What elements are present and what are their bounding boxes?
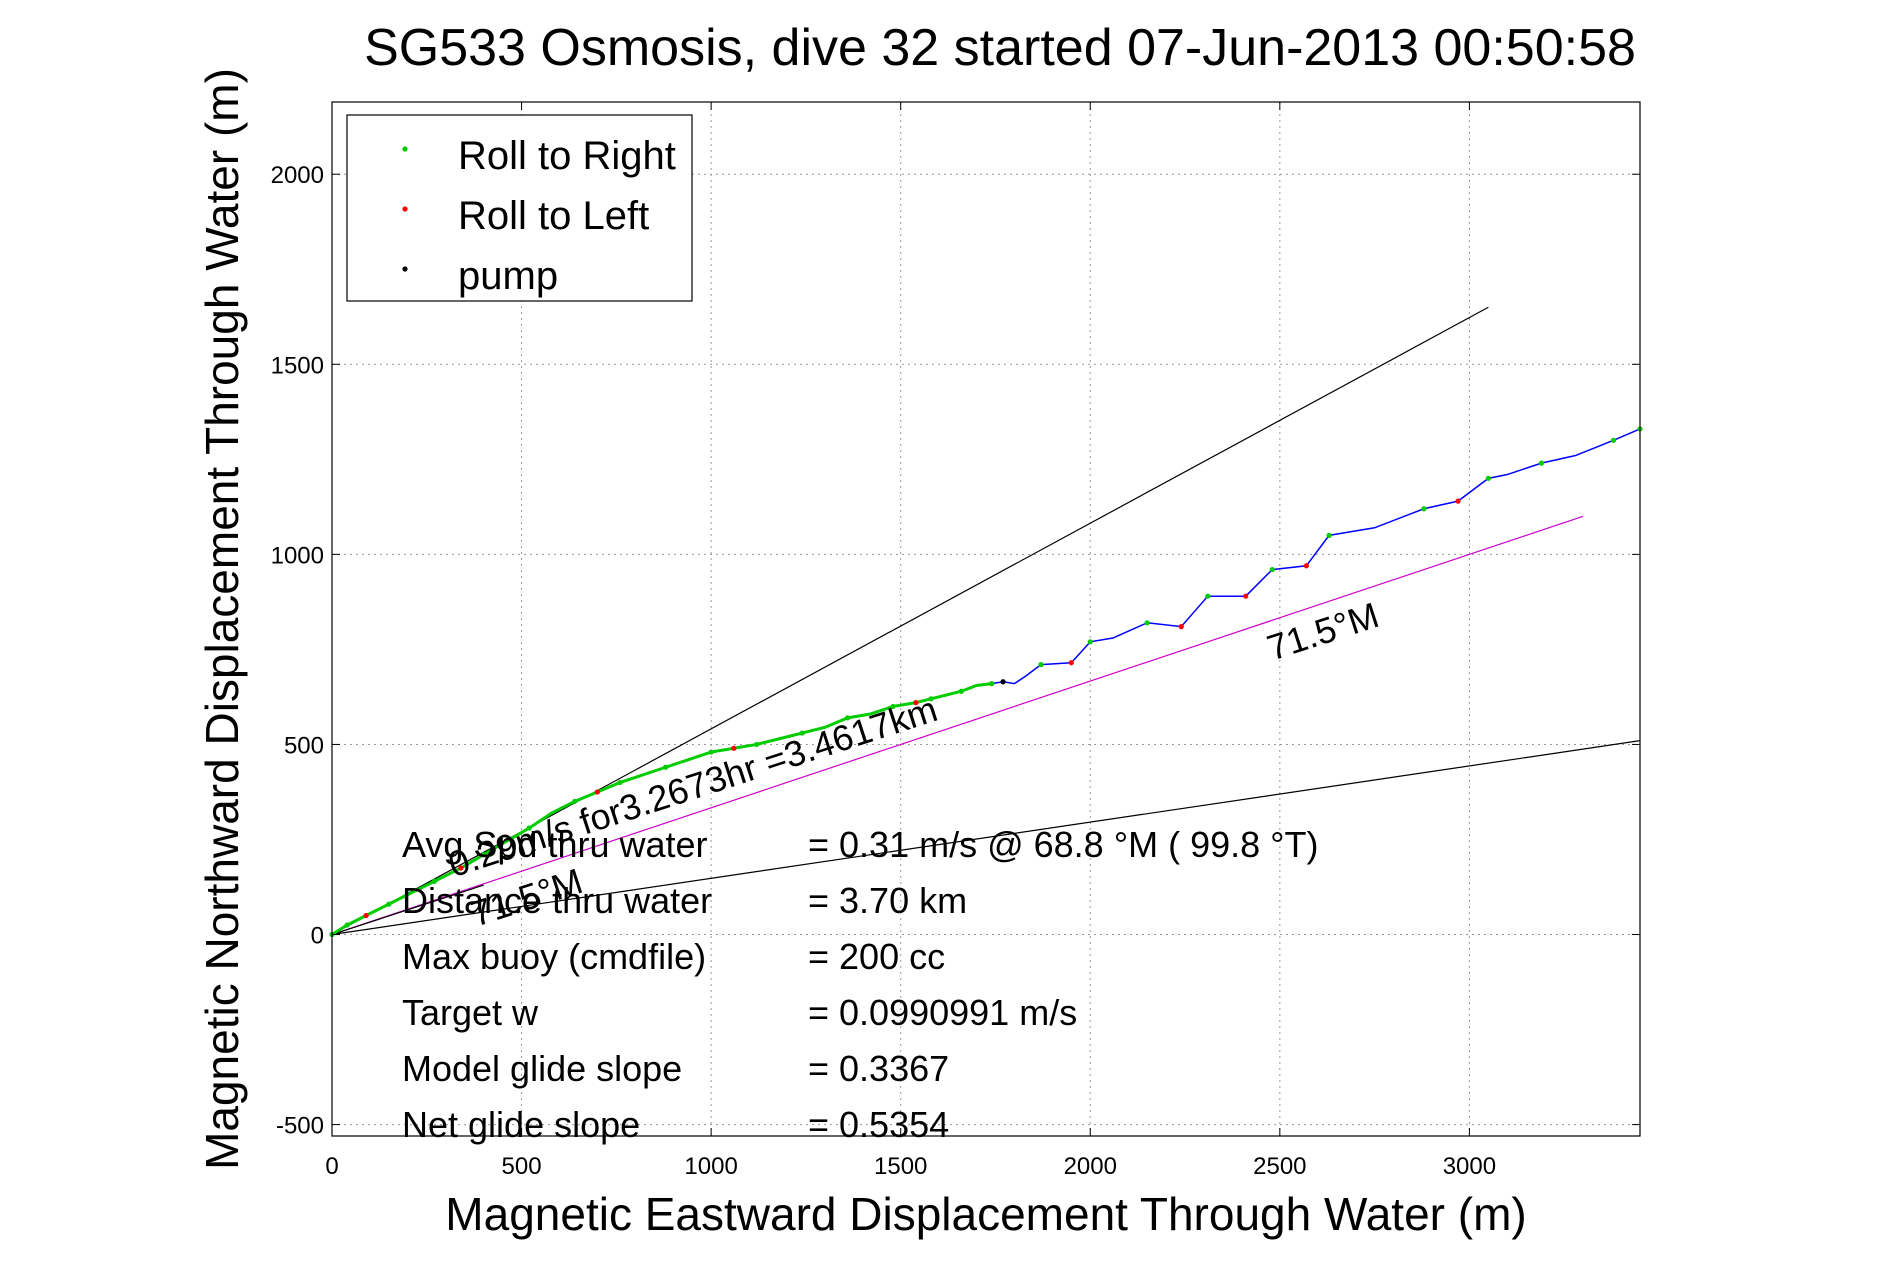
legend-label: pump [458, 254, 558, 298]
reference-line [331, 884, 484, 936]
roll-right-marker [1269, 566, 1275, 573]
summary-label: Distance thru water [402, 880, 712, 921]
roll-left-marker [1303, 563, 1309, 569]
roll-right-marker [386, 901, 392, 907]
roll-left-marker [913, 700, 919, 706]
reference-line [331, 515, 1584, 936]
y-tick-label: 1500 [271, 352, 324, 379]
summary-value: = 200 cc [808, 936, 945, 977]
y-tick-label: 0 [311, 923, 324, 950]
summary-value: = 0.3367 [808, 1048, 949, 1089]
roll-right-marker [1485, 475, 1491, 481]
roll-right-marker [526, 825, 532, 831]
legend: Roll to Right Roll to Left pump [346, 114, 693, 302]
y-ticks: -500 0 500 1000 1500 2000 [271, 162, 1640, 1140]
y-tick-label: 500 [284, 732, 324, 759]
roll-right-marker [708, 749, 714, 755]
roll-left-marker [1243, 593, 1249, 599]
roll-right-marker [663, 764, 669, 770]
roll-left-marker [1068, 660, 1074, 666]
roll-right-marker [1610, 437, 1617, 443]
summary-value: = 0.5354 [808, 1104, 949, 1145]
summary-label: Model glide slope [402, 1048, 682, 1089]
summary-table: Avg Spd thru water = 0.31 m/s @ 68.8 °M (… [402, 824, 1319, 1145]
roll-right-marker [1144, 620, 1150, 626]
chart-title: SG533 Osmosis, dive 32 started 07-Jun-20… [364, 19, 1636, 77]
roll-right-marker [1038, 662, 1044, 668]
roll-right-marker [431, 878, 437, 884]
summary-label: Max buoy (cmdfile) [402, 936, 706, 977]
roll-right-marker [572, 798, 578, 805]
roll-right-marker [1538, 460, 1545, 466]
legend-marker [402, 266, 408, 272]
legend-marker [402, 206, 408, 212]
roll-right-marker [989, 681, 995, 687]
x-tick-label: 0 [325, 1153, 338, 1180]
roll-right-marker [481, 852, 487, 858]
legend-label: Roll to Right [458, 134, 676, 178]
legend-marker [402, 146, 408, 152]
summary-value: = 0.0990991 m/s [808, 992, 1077, 1033]
roll-right-marker [799, 730, 805, 736]
x-tick-label: 3000 [1443, 1153, 1496, 1180]
track-roll-segment [331, 682, 992, 936]
x-tick-label: 2000 [1064, 1153, 1117, 1180]
x-axis-label: Magnetic Eastward Displacement Through W… [445, 1188, 1526, 1240]
summary-value: = 3.70 km [808, 880, 967, 921]
roll-right-marker [890, 703, 896, 710]
roll-left-marker [594, 789, 600, 795]
reference-line [331, 740, 1641, 936]
pump-marker [1000, 679, 1006, 685]
roll-right-marker [928, 696, 934, 702]
y-tick-label: 1000 [271, 542, 324, 569]
x-ticks: 0 500 1000 1500 2000 2500 3000 [325, 102, 1496, 1180]
marker-layer [329, 426, 1643, 938]
roll-right-marker [754, 741, 760, 748]
roll-left-marker [1178, 624, 1184, 630]
x-tick-label: 500 [502, 1153, 542, 1180]
y-axis-label: Magnetic Northward Displacement Through … [196, 68, 248, 1170]
roll-left-marker [363, 912, 369, 919]
roll-right-marker [958, 688, 964, 694]
roll-right-marker [1087, 639, 1093, 645]
plot-frame [331, 101, 1641, 1137]
summary-value: = 0.31 m/s @ 68.8 °M ( 99.8 °T) [808, 824, 1319, 865]
legend-label: Roll to Left [458, 194, 649, 238]
chart-annotation: 71.5°M [1262, 594, 1384, 668]
roll-right-marker [344, 922, 350, 928]
roll-left-marker [731, 745, 737, 751]
summary-label: Target w [402, 992, 539, 1033]
x-tick-label: 1500 [874, 1153, 927, 1180]
x-tick-label: 2500 [1253, 1153, 1306, 1180]
roll-right-marker [845, 715, 851, 721]
summary-label: Net glide slope [402, 1104, 640, 1145]
x-tick-label: 1000 [684, 1153, 737, 1180]
y-tick-label: 2000 [271, 162, 324, 189]
y-tick-label: -500 [276, 1113, 324, 1140]
roll-left-marker [458, 865, 464, 871]
roll-right-marker [617, 779, 623, 786]
roll-right-marker [1205, 593, 1211, 599]
roll-left-marker [1455, 498, 1461, 504]
roll-right-marker [1421, 506, 1427, 512]
roll-right-marker [1326, 532, 1332, 538]
summary-label: Avg Spd thru water [402, 824, 708, 865]
